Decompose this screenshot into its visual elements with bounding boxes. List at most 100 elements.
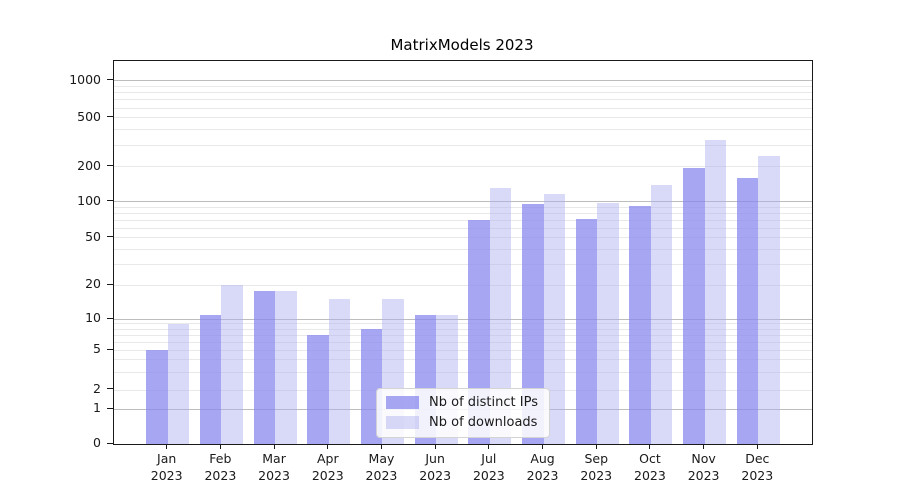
minor-gridline-70: [114, 219, 812, 221]
ytick-mark-5: [107, 348, 113, 350]
minor-gridline-400: [114, 129, 812, 131]
bar-distinct-ips-jan: [146, 350, 168, 444]
minor-gridline-200: [114, 166, 812, 168]
legend-item-downloads: Nb of downloads: [386, 415, 538, 430]
legend-swatch-distinct-ips: [386, 396, 420, 409]
xtick-label-feb: Feb 2023: [204, 451, 237, 483]
bar-downloads-aug: [543, 193, 566, 444]
major-gridline-100: [114, 201, 812, 203]
bar-distinct-ips-dec: [736, 177, 759, 444]
xtick-label-jun: Jun 2023: [419, 451, 452, 483]
bar-downloads-oct: [650, 184, 673, 444]
xtick-mark-sep: [595, 444, 597, 449]
ytick-label-50: 50: [85, 228, 101, 244]
legend: Nb of distinct IPs Nb of downloads: [376, 388, 550, 438]
minor-gridline-40: [114, 248, 812, 250]
minor-gridline-300: [114, 144, 812, 146]
ytick-mark-0: [107, 442, 113, 444]
xtick-mark-feb: [219, 444, 221, 449]
major-gridline-1000: [114, 80, 812, 82]
bar-distinct-ips-sep: [575, 219, 598, 444]
ytick-label-100: 100: [77, 192, 101, 208]
xtick-mark-nov: [703, 444, 705, 449]
xtick-mark-oct: [649, 444, 651, 449]
bar-downloads-jan: [167, 323, 190, 444]
bar-downloads-apr: [328, 299, 351, 444]
bar-distinct-ips-feb: [199, 314, 222, 444]
xtick-label-jul: Jul 2023: [472, 451, 505, 483]
minor-gridline-6: [114, 341, 812, 343]
minor-gridline-30: [114, 263, 812, 265]
ytick-label-20: 20: [85, 276, 101, 292]
minor-gridline-900: [114, 86, 812, 88]
bar-distinct-ips-aug: [522, 203, 544, 444]
ytick-mark-200: [107, 165, 113, 167]
xtick-label-sep: Sep 2023: [580, 451, 613, 483]
bar-downloads-jul: [489, 188, 512, 444]
chart-title: MatrixModels 2023: [390, 36, 534, 54]
ytick-mark-20: [107, 283, 113, 285]
bar-distinct-ips-mar: [253, 290, 276, 444]
ytick-mark-1000: [107, 79, 113, 81]
legend-label-downloads: Nb of downloads: [429, 415, 538, 430]
xtick-label-mar: Mar 2023: [258, 451, 290, 483]
bar-distinct-ips-apr: [307, 335, 329, 444]
xtick-mark-may: [380, 444, 382, 449]
minor-gridline-60: [114, 227, 812, 229]
bar-distinct-ips-nov: [683, 167, 705, 444]
xtick-label-nov: Nov 2023: [687, 451, 720, 483]
xtick-label-may: May 2023: [365, 451, 398, 483]
minor-gridline-8: [114, 328, 812, 330]
xtick-mark-jul: [488, 444, 490, 449]
ytick-mark-1: [107, 407, 113, 409]
ytick-mark-100: [107, 200, 113, 202]
minor-gridline-600: [114, 107, 812, 109]
ytick-mark-500: [107, 116, 113, 118]
ytick-label-0: 0: [93, 435, 101, 450]
xtick-mark-jan: [166, 444, 168, 449]
ytick-mark-50: [107, 236, 113, 238]
xtick-mark-aug: [542, 444, 544, 449]
xtick-label-oct: Oct 2023: [634, 451, 666, 483]
minor-gridline-9: [114, 323, 812, 325]
ytick-mark-2: [107, 388, 113, 390]
legend-swatch-downloads: [386, 416, 420, 429]
minor-gridline-7: [114, 334, 812, 336]
bar-downloads-nov: [704, 139, 727, 444]
minor-gridline-5: [114, 349, 812, 351]
bar-downloads-feb: [221, 285, 243, 444]
minor-gridline-80: [114, 212, 812, 214]
ytick-label-1: 1: [93, 400, 101, 416]
legend-item-distinct-ips: Nb of distinct IPs: [386, 395, 538, 410]
minor-gridline-700: [114, 99, 812, 101]
minor-gridline-20: [114, 284, 812, 286]
bar-distinct-ips-oct: [629, 206, 651, 444]
bar-downloads-mar: [275, 290, 297, 444]
minor-gridline-4: [114, 359, 812, 361]
xtick-mark-jun: [434, 444, 436, 449]
minor-gridline-3: [114, 371, 812, 373]
plot-area: Nb of distinct IPs Nb of downloads: [113, 60, 813, 445]
legend-label-distinct-ips: Nb of distinct IPs: [429, 395, 538, 410]
xtick-label-apr: Apr 2023: [311, 451, 344, 483]
ytick-label-2: 2: [93, 380, 101, 396]
major-gridline-10: [114, 318, 812, 320]
ytick-label-500: 500: [77, 108, 101, 124]
ytick-label-200: 200: [77, 157, 101, 173]
minor-gridline-50: [114, 237, 812, 239]
xtick-mark-dec: [756, 444, 758, 449]
xtick-mark-apr: [327, 444, 329, 449]
xtick-label-aug: Aug 2023: [526, 451, 559, 483]
ytick-mark-10: [107, 317, 113, 319]
ytick-label-10: 10: [85, 310, 101, 326]
minor-gridline-500: [114, 117, 812, 119]
xtick-label-jan: Jan 2023: [150, 451, 183, 483]
bar-downloads-dec: [758, 155, 780, 444]
xtick-label-dec: Dec 2023: [741, 451, 774, 483]
xtick-mark-mar: [273, 444, 275, 449]
bar-downloads-sep: [597, 203, 619, 444]
ytick-label-5: 5: [93, 341, 101, 357]
minor-gridline-800: [114, 92, 812, 94]
minor-gridline-90: [114, 206, 812, 208]
